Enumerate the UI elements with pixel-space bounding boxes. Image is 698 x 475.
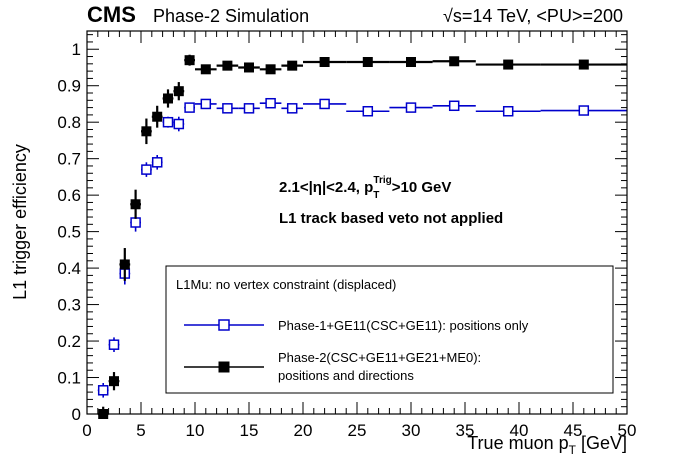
series-2-point	[449, 56, 460, 67]
legend-label-phase2-line1: Phase-2(CSC+GE11+GE21+ME0):	[278, 350, 481, 365]
selection-tail: >10 GeV	[392, 179, 452, 196]
x-tick-label: 45	[564, 421, 583, 440]
series-1-point	[162, 116, 174, 128]
series-1-point	[200, 98, 212, 110]
legend-header: L1Mu: no vertex constraint (displaced)	[176, 277, 396, 292]
series-2-point	[130, 199, 141, 210]
series-1-point	[502, 105, 514, 117]
y-axis-title: L1 trigger efficiency	[10, 144, 30, 300]
series-2-point	[578, 59, 589, 70]
series-2-point	[141, 126, 152, 137]
series-1-point	[130, 217, 141, 228]
series-2-point	[152, 111, 163, 122]
x-tick-label: 20	[294, 421, 313, 440]
series-2-point	[109, 376, 119, 387]
x-tick-label: 50	[618, 421, 637, 440]
axis-ticks: 0 5 10 15 20 25 30 35 40 45 50 0 0.1 0.2 0.3 0.4 0.5 0.6 0…	[57, 31, 636, 440]
series-2-point	[406, 57, 416, 68]
y-tick-label: 0.6	[57, 186, 81, 205]
series-2-point	[319, 57, 330, 68]
series-2-point	[222, 60, 233, 71]
x-tick-label: 10	[186, 421, 205, 440]
series-2-point	[200, 64, 211, 75]
y-tick-label: 0	[72, 405, 81, 424]
x-tick-label: 5	[136, 421, 145, 440]
series-1-point	[243, 103, 255, 114]
x-axis-title: True muon pT [GeV]	[467, 433, 627, 457]
x-tick-label: 40	[510, 421, 529, 440]
x-axis-title-sub: T	[569, 443, 577, 457]
y-tick-label: 0.4	[57, 259, 81, 278]
x-tick-label: 30	[402, 421, 421, 440]
series-1-point	[141, 164, 152, 175]
series-2-point	[265, 64, 276, 75]
series-2-point	[163, 93, 173, 104]
y-tick-label: 0.8	[57, 113, 81, 132]
x-tick-label: 15	[240, 421, 259, 440]
x-axis-title-unit: [GeV]	[576, 433, 627, 453]
series-2-point	[362, 57, 373, 68]
status-label: Phase-2 Simulation	[153, 6, 309, 26]
legend-marker-phase2	[218, 361, 230, 373]
series-1-point	[265, 97, 276, 109]
x-tick-label: 25	[348, 421, 367, 440]
y-tick-label: 0.2	[57, 332, 81, 351]
series-2-point	[503, 59, 514, 70]
selection-annotation: 2.1<|η|<2.4, pT Trig>10 GeV	[279, 175, 451, 201]
x-axis-title-main: True muon p	[467, 433, 568, 453]
series-1-point	[578, 105, 590, 116]
legend-box	[165, 265, 614, 394]
series-1-point	[108, 339, 120, 350]
y-tick-label: 0.7	[57, 150, 81, 169]
series-1-point	[222, 103, 233, 114]
legend-marker-phase1	[218, 319, 230, 331]
legend-label-phase2-line2: positions and directions	[278, 368, 414, 383]
cms-label: CMS	[87, 2, 136, 27]
series-1-point	[448, 100, 460, 112]
series-1-point	[405, 102, 417, 113]
y-tick-label: 0.9	[57, 77, 81, 96]
y-tick-label: 0.1	[57, 369, 81, 388]
series-1-point	[184, 102, 195, 113]
data-marks	[97, 54, 627, 419]
y-tick-label: 0.3	[57, 296, 81, 315]
series-1-point	[362, 105, 374, 117]
series-1-point	[97, 385, 109, 396]
series-1-point	[151, 157, 163, 168]
legend-label-phase1: Phase-1+GE11(CSC+GE11): positions only	[278, 318, 529, 333]
selection-sup: Trig	[373, 175, 391, 186]
series-2-point	[244, 62, 254, 73]
series-1-point	[173, 118, 185, 130]
series-2-point	[184, 55, 195, 66]
series-1-point	[319, 98, 330, 110]
y-tick-label: 1	[72, 40, 81, 59]
y-tick-label: 0.5	[57, 223, 81, 242]
series-2-point	[119, 259, 130, 270]
selection-text: 2.1<|η|<2.4, p	[279, 179, 373, 196]
series-2-point	[287, 60, 298, 71]
selection-sub: T	[373, 190, 379, 201]
legend: L1Mu: no vertex constraint (displaced) P…	[165, 265, 614, 394]
x-tick-label: 0	[82, 421, 91, 440]
energy-label: √s=14 TeV, <PU>=200	[443, 6, 623, 26]
veto-annotation: L1 track based veto not applied	[279, 210, 503, 227]
series-1-point	[286, 103, 298, 114]
x-tick-label: 35	[456, 421, 475, 440]
series-2-point	[173, 86, 184, 97]
